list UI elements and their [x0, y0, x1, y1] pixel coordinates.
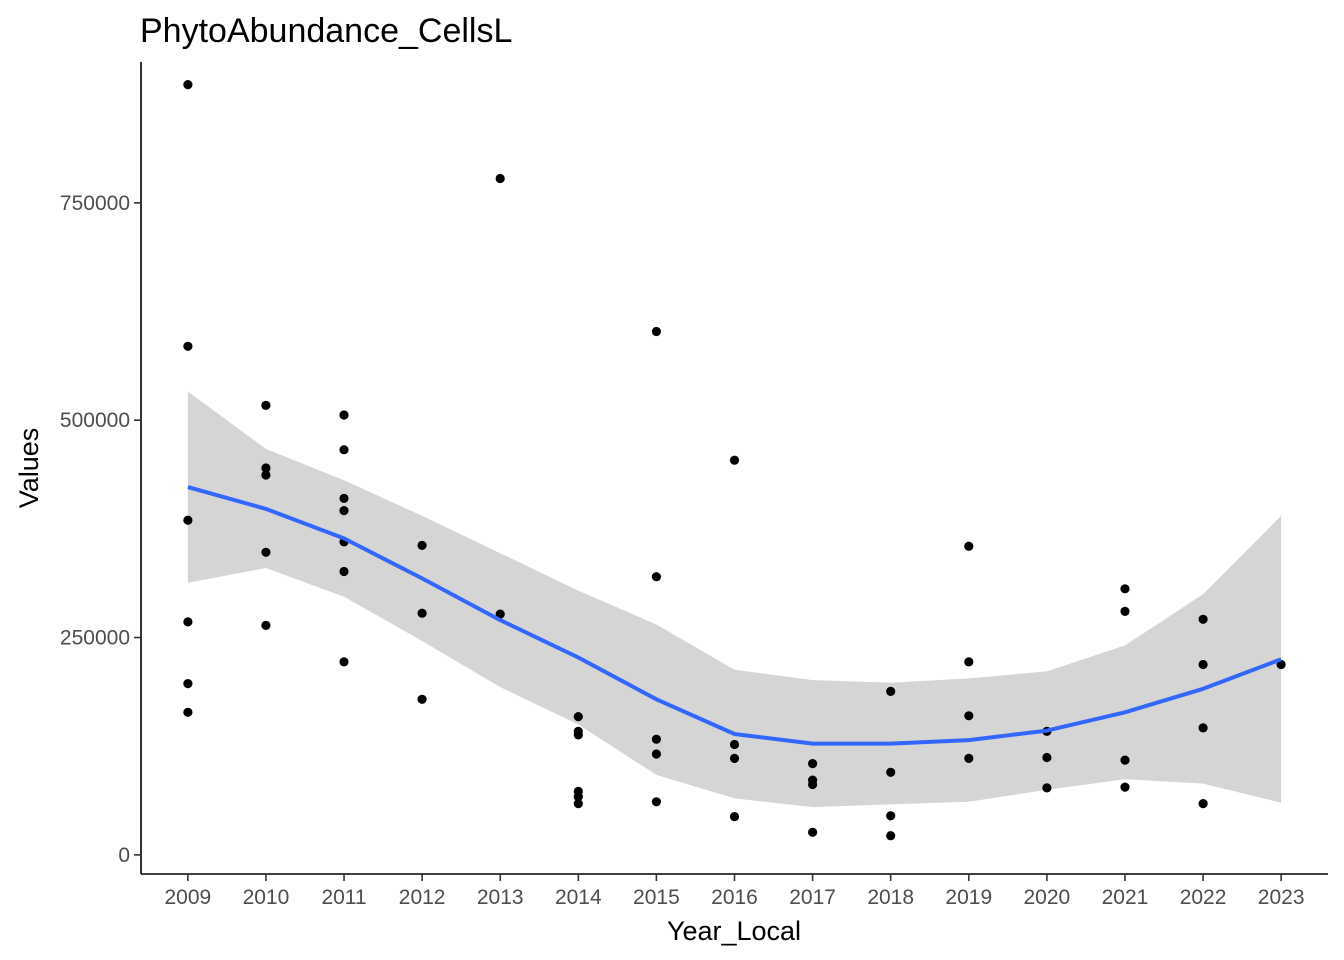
x-tick-label-2009: 2009 [164, 886, 211, 909]
data-point-2015-32 [651, 749, 662, 759]
y-tick-label-0: 0 [118, 844, 130, 867]
data-point-2021-53 [1120, 584, 1130, 594]
y-tick-label-500000: 500000 [60, 409, 130, 432]
data-point-2019-46 [964, 541, 974, 551]
data-point-2013-21 [495, 173, 505, 184]
y-axis-ticks: 0 250000 500000 750000 [60, 192, 141, 867]
data-point-2009-3 [183, 617, 193, 627]
x-tick-label-2010: 2010 [243, 886, 290, 909]
data-point-2009-4 [183, 679, 193, 689]
x-tick-label-2022: 2022 [1180, 886, 1227, 909]
data-point-2018-42 [886, 686, 896, 697]
data-point-2020-51 [1042, 752, 1052, 763]
data-point-2011-13 [339, 493, 349, 503]
data-point-2022-57 [1198, 614, 1208, 624]
data-point-2016-34 [729, 455, 740, 465]
data-point-2015-29 [651, 326, 662, 337]
data-point-2021-54 [1120, 606, 1130, 617]
data-point-2014-23 [573, 712, 583, 722]
x-tick-label-2014: 2014 [555, 886, 602, 909]
data-point-2017-41 [808, 827, 818, 837]
confidence-band [187, 391, 1282, 808]
x-tick-label-2016: 2016 [711, 886, 758, 909]
x-axis-title: Year_Local [667, 916, 801, 946]
data-point-2021-55 [1120, 755, 1130, 765]
data-point-2011-17 [339, 657, 349, 667]
x-tick-label-2019: 2019 [945, 886, 992, 909]
data-point-2010-7 [261, 463, 271, 473]
data-point-2018-43 [886, 767, 896, 777]
data-point-2009-0 [183, 80, 193, 90]
data-point-2014-28 [573, 799, 583, 809]
data-point-2018-45 [886, 831, 896, 841]
x-tick-label-2011: 2011 [321, 886, 366, 909]
data-point-2022-59 [1198, 723, 1208, 733]
data-point-2009-5 [183, 707, 193, 717]
x-axis-ticks: 2009 2010 2011 2012 2013 2014 2015 2016 2017 2018… [164, 874, 1305, 909]
x-tick-label-2021: 2021 [1102, 886, 1149, 909]
data-point-2009-1 [183, 341, 193, 351]
y-axis-title: Values [14, 428, 44, 509]
data-point-2022-60 [1198, 799, 1208, 809]
data-point-2011-12 [339, 445, 349, 455]
data-point-2018-44 [886, 811, 896, 821]
x-tick-label-2012: 2012 [399, 886, 446, 909]
data-points-layer [183, 80, 1286, 841]
data-point-2016-36 [729, 753, 740, 764]
x-tick-label-2020: 2020 [1024, 886, 1071, 909]
data-point-2012-18 [417, 540, 427, 551]
data-point-2011-11 [339, 410, 349, 420]
data-point-2010-10 [261, 620, 271, 631]
y-tick-label-250000: 250000 [60, 627, 130, 650]
data-point-2009-2 [183, 515, 193, 525]
data-point-2010-9 [261, 547, 271, 557]
x-tick-label-2015: 2015 [633, 886, 680, 909]
data-point-2016-37 [729, 812, 740, 822]
smooth-trend-line [187, 485, 1282, 746]
data-point-2019-49 [964, 753, 974, 764]
data-point-2021-56 [1120, 782, 1130, 792]
data-point-2011-14 [339, 506, 349, 516]
x-tick-label-2017: 2017 [789, 886, 836, 909]
data-point-2010-6 [261, 400, 271, 410]
x-tick-label-2023: 2023 [1258, 886, 1305, 909]
confidence-band-layer [187, 391, 1282, 808]
data-point-2015-31 [651, 734, 662, 744]
data-point-2011-16 [339, 566, 349, 577]
data-point-2022-58 [1198, 659, 1208, 670]
chart-title: PhytoAbundance_CellsL [140, 12, 512, 50]
data-point-2014-27 [573, 792, 583, 802]
data-point-2010-8 [261, 470, 271, 480]
x-tick-label-2013: 2013 [477, 886, 524, 909]
data-point-2017-40 [808, 779, 818, 790]
data-point-2019-48 [964, 711, 974, 721]
data-point-2016-35 [729, 739, 740, 750]
data-point-2015-30 [651, 572, 662, 582]
data-point-2014-25 [573, 730, 583, 740]
data-point-2020-52 [1042, 783, 1052, 793]
data-point-2012-19 [417, 608, 427, 618]
data-point-2015-33 [651, 797, 662, 807]
x-tick-label-2018: 2018 [867, 886, 914, 909]
data-point-2019-47 [964, 657, 974, 667]
data-point-2017-38 [808, 759, 818, 769]
smooth-line-layer [187, 485, 1282, 746]
data-point-2012-20 [417, 694, 427, 704]
y-tick-label-750000: 750000 [60, 192, 130, 215]
data-point-2013-22 [495, 609, 505, 619]
